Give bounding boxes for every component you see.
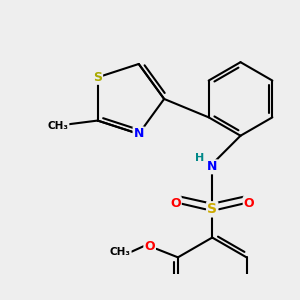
Text: H: H [195, 153, 204, 164]
Text: O: O [170, 197, 181, 210]
Text: S: S [207, 202, 217, 216]
Text: N: N [207, 160, 217, 173]
Text: O: O [244, 197, 254, 210]
Text: CH₃: CH₃ [47, 121, 68, 131]
Text: N: N [134, 128, 144, 140]
Text: CH₃: CH₃ [110, 247, 131, 257]
Text: O: O [144, 239, 155, 253]
Text: F: F [271, 299, 279, 300]
Text: S: S [93, 71, 102, 84]
